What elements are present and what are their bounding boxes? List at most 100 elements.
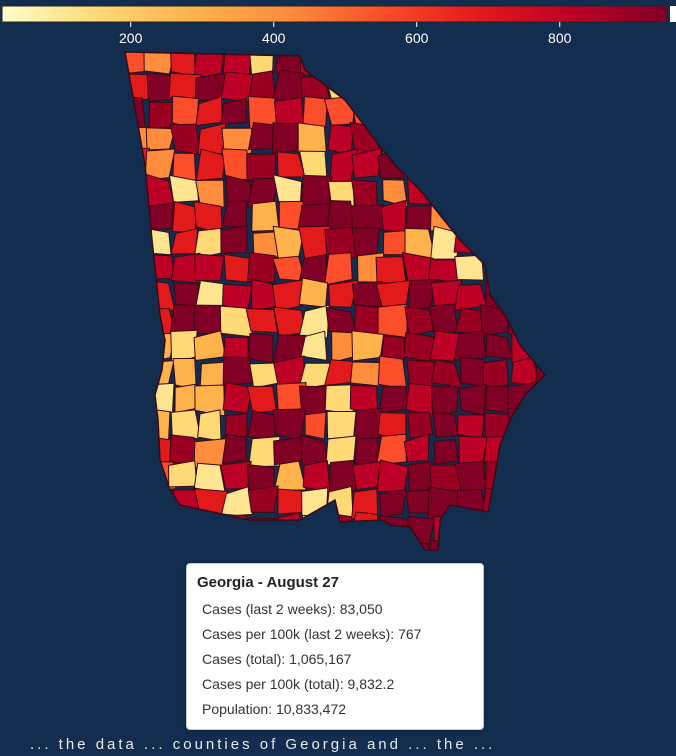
county-region[interactable] (401, 44, 433, 77)
county-region[interactable] (353, 407, 384, 442)
county-region[interactable] (194, 384, 226, 417)
county-region[interactable] (245, 308, 278, 334)
county-region[interactable] (378, 488, 407, 517)
county-region[interactable] (168, 460, 198, 488)
county-region[interactable] (454, 204, 489, 235)
county-region[interactable] (380, 125, 409, 154)
county-region[interactable] (484, 515, 511, 542)
county-region[interactable] (324, 226, 358, 258)
county-region[interactable] (352, 461, 381, 491)
county-region[interactable] (377, 95, 410, 126)
county-region[interactable] (456, 414, 485, 440)
county-region[interactable] (479, 303, 511, 337)
county-region[interactable] (299, 514, 329, 546)
county-region[interactable] (482, 358, 509, 389)
county-region[interactable] (174, 383, 199, 414)
county-region[interactable] (454, 254, 485, 281)
county-region[interactable] (533, 464, 563, 489)
county-region[interactable] (298, 304, 330, 339)
county-region[interactable] (483, 227, 514, 256)
county-region[interactable] (222, 381, 252, 414)
county-region[interactable] (506, 69, 536, 101)
county-region[interactable] (247, 410, 278, 441)
county-region[interactable] (247, 121, 276, 151)
county-region[interactable] (533, 487, 562, 518)
county-region[interactable] (508, 459, 540, 494)
county-region[interactable] (246, 385, 277, 414)
county-region[interactable] (246, 153, 277, 181)
county-region[interactable] (324, 543, 355, 560)
county-region[interactable] (376, 52, 407, 77)
county-region[interactable] (120, 330, 150, 363)
county-region[interactable] (173, 282, 200, 307)
county-region[interactable] (509, 437, 539, 464)
county-region[interactable] (505, 538, 539, 560)
county-region[interactable] (251, 540, 277, 560)
county-region[interactable] (351, 330, 385, 362)
county-region[interactable] (304, 411, 327, 440)
county-region[interactable] (169, 46, 197, 78)
county-region[interactable] (453, 330, 487, 362)
county-region[interactable] (433, 439, 459, 465)
county-region[interactable] (193, 304, 228, 336)
county-region[interactable] (428, 303, 458, 336)
county-region[interactable] (247, 332, 274, 364)
county-region[interactable] (532, 440, 560, 467)
county-region[interactable] (272, 225, 305, 261)
county-region[interactable] (533, 383, 565, 416)
county-region[interactable] (484, 252, 514, 285)
county-region[interactable] (379, 514, 411, 542)
county-region[interactable] (120, 227, 149, 255)
county-region[interactable] (326, 410, 357, 440)
county-region[interactable] (428, 44, 460, 74)
county-region[interactable] (350, 179, 378, 207)
county-region[interactable] (197, 542, 227, 560)
county-region[interactable] (505, 251, 539, 287)
county-region[interactable] (406, 359, 435, 388)
county-region[interactable] (195, 179, 225, 208)
county-region[interactable] (483, 540, 513, 560)
county-region[interactable] (508, 48, 540, 76)
county-region[interactable] (456, 514, 483, 543)
county-region[interactable] (480, 148, 508, 177)
county-region[interactable] (533, 98, 566, 128)
county-region[interactable] (378, 385, 411, 414)
county-region[interactable] (145, 280, 176, 312)
county-region[interactable] (484, 95, 513, 131)
county-region[interactable] (533, 516, 559, 545)
county-region[interactable] (119, 464, 147, 493)
county-region[interactable] (433, 513, 461, 546)
county-region[interactable] (376, 459, 409, 493)
county-region[interactable] (532, 227, 561, 259)
county-region[interactable] (350, 361, 384, 387)
county-region[interactable] (454, 306, 484, 335)
county-region[interactable] (432, 412, 459, 438)
county-region[interactable] (429, 330, 461, 362)
county-region[interactable] (145, 511, 176, 546)
county-region[interactable] (224, 413, 248, 439)
county-region[interactable] (535, 148, 563, 180)
county-region[interactable] (405, 382, 436, 417)
county-region[interactable] (323, 51, 355, 77)
county-region[interactable] (120, 280, 144, 310)
county-region[interactable] (323, 95, 357, 126)
county-region[interactable] (505, 280, 534, 310)
county-region[interactable] (350, 204, 385, 231)
county-region[interactable] (170, 409, 202, 441)
county-region[interactable] (430, 73, 461, 102)
county-region[interactable] (220, 97, 247, 125)
county-region[interactable] (224, 542, 251, 560)
county-region[interactable] (459, 356, 487, 388)
county-region[interactable] (119, 357, 148, 389)
county-region[interactable] (273, 97, 305, 126)
county-region[interactable] (532, 331, 561, 364)
county-region[interactable] (481, 69, 509, 103)
county-region[interactable] (509, 203, 540, 229)
county-region[interactable] (510, 513, 539, 540)
county-region[interactable] (116, 434, 150, 468)
county-region[interactable] (300, 330, 328, 362)
county-region[interactable] (324, 252, 353, 286)
county-region[interactable] (480, 175, 513, 208)
county-region[interactable] (377, 303, 408, 339)
county-region[interactable] (507, 407, 540, 439)
